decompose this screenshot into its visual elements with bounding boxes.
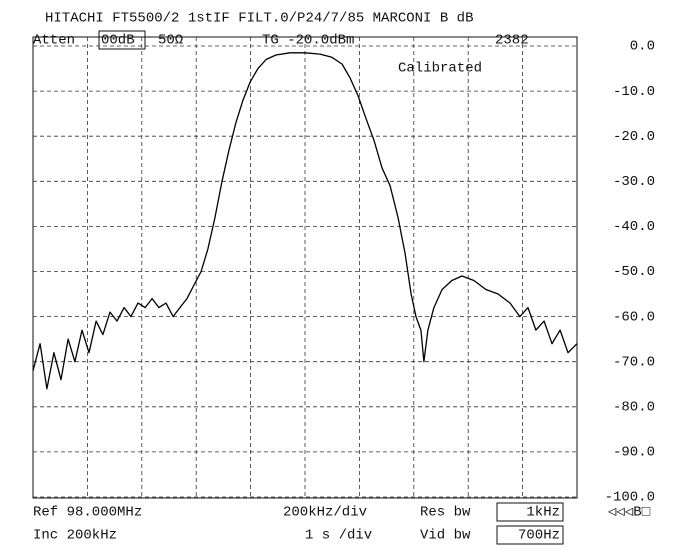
y-tick-label: -30.0: [613, 174, 655, 190]
trace: [32, 52, 578, 390]
annotation: Calibrated: [398, 61, 482, 77]
y-tick-label: -90.0: [613, 445, 655, 461]
res-box: [496, 502, 564, 522]
y-tick-label: 0.0: [630, 39, 655, 55]
marker: ◁◁◁B□: [608, 505, 651, 521]
res: 1kHz: [526, 505, 560, 521]
vid-box: [496, 525, 564, 545]
atten-box: [98, 30, 146, 50]
inc: Inc 200kHz: [33, 528, 117, 544]
y-tick-label: -50.0: [613, 264, 655, 280]
y-tick-label: -40.0: [613, 219, 655, 235]
ref: Ref 98.000MHz: [33, 505, 142, 521]
y-tick-label: -100.0: [605, 490, 655, 506]
y-tick-label: -60.0: [613, 309, 655, 325]
sweep: 1 s /div: [305, 528, 372, 544]
vid: 700Hz: [518, 528, 560, 544]
title: HITACHI FT5500/2 1stIF FILT.0/P24/7/85 M…: [45, 11, 473, 27]
y-tick-label: -80.0: [613, 400, 655, 416]
span: 200kHz/div: [283, 505, 367, 521]
res-label: Res bw: [420, 505, 471, 521]
vid-label: Vid bw: [420, 528, 471, 544]
y-tick-label: -10.0: [613, 84, 655, 100]
y-tick-label: -70.0: [613, 354, 655, 370]
y-tick-label: -20.0: [613, 129, 655, 145]
